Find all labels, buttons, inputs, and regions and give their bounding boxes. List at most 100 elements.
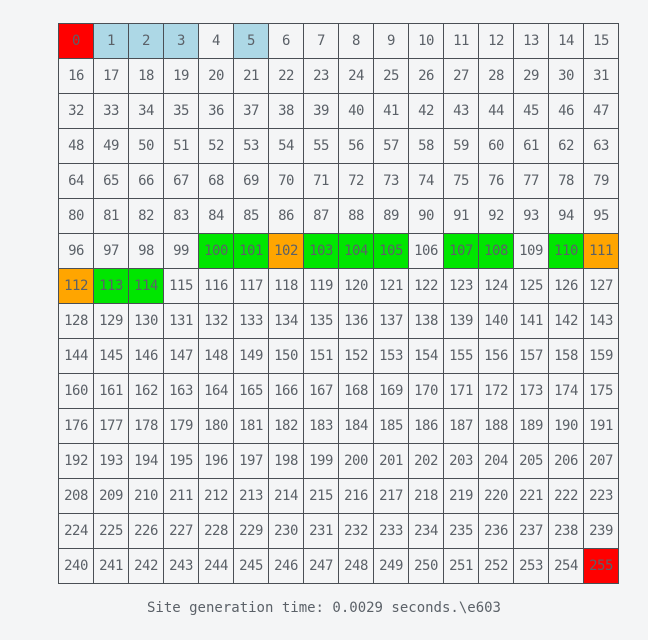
grid-cell[interactable]: 181 [234, 409, 269, 444]
grid-cell[interactable]: 106 [409, 234, 444, 269]
grid-cell[interactable]: 83 [164, 199, 199, 234]
grid-cell[interactable]: 20 [199, 59, 234, 94]
grid-cell[interactable]: 29 [514, 59, 549, 94]
grid-cell[interactable]: 227 [164, 514, 199, 549]
grid-cell[interactable]: 59 [444, 129, 479, 164]
grid-cell[interactable]: 230 [269, 514, 304, 549]
grid-cell[interactable]: 175 [584, 374, 619, 409]
grid-cell[interactable]: 142 [549, 304, 584, 339]
grid-cell[interactable]: 129 [94, 304, 129, 339]
grid-cell[interactable]: 167 [304, 374, 339, 409]
grid-cell[interactable]: 140 [479, 304, 514, 339]
grid-cell[interactable]: 122 [409, 269, 444, 304]
grid-cell[interactable]: 128 [59, 304, 94, 339]
grid-cell[interactable]: 242 [129, 549, 164, 584]
grid-cell[interactable]: 127 [584, 269, 619, 304]
grid-cell[interactable]: 87 [304, 199, 339, 234]
grid-cell[interactable]: 150 [269, 339, 304, 374]
grid-cell[interactable]: 115 [164, 269, 199, 304]
grid-cell[interactable]: 163 [164, 374, 199, 409]
grid-cell[interactable]: 92 [479, 199, 514, 234]
grid-cell[interactable]: 65 [94, 164, 129, 199]
grid-cell[interactable]: 213 [234, 479, 269, 514]
grid-cell[interactable]: 170 [409, 374, 444, 409]
grid-cell[interactable]: 16 [59, 59, 94, 94]
grid-cell[interactable]: 85 [234, 199, 269, 234]
grid-cell[interactable]: 63 [584, 129, 619, 164]
grid-cell[interactable]: 96 [59, 234, 94, 269]
grid-cell[interactable]: 220 [479, 479, 514, 514]
grid-cell[interactable]: 255 [584, 549, 619, 584]
grid-cell[interactable]: 38 [269, 94, 304, 129]
grid-cell[interactable]: 104 [339, 234, 374, 269]
grid-cell[interactable]: 50 [129, 129, 164, 164]
grid-cell[interactable]: 202 [409, 444, 444, 479]
grid-cell[interactable]: 11 [444, 24, 479, 59]
grid-cell[interactable]: 72 [339, 164, 374, 199]
grid-cell[interactable]: 201 [374, 444, 409, 479]
grid-cell[interactable]: 100 [199, 234, 234, 269]
grid-cell[interactable]: 116 [199, 269, 234, 304]
grid-cell[interactable]: 101 [234, 234, 269, 269]
grid-cell[interactable]: 147 [164, 339, 199, 374]
grid-cell[interactable]: 166 [269, 374, 304, 409]
grid-cell[interactable]: 174 [549, 374, 584, 409]
grid-cell[interactable]: 218 [409, 479, 444, 514]
grid-cell[interactable]: 155 [444, 339, 479, 374]
grid-cell[interactable]: 99 [164, 234, 199, 269]
grid-cell[interactable]: 79 [584, 164, 619, 199]
grid-cell[interactable]: 152 [339, 339, 374, 374]
grid-cell[interactable]: 197 [234, 444, 269, 479]
grid-cell[interactable]: 215 [304, 479, 339, 514]
grid-cell[interactable]: 82 [129, 199, 164, 234]
grid-cell[interactable]: 141 [514, 304, 549, 339]
grid-cell[interactable]: 226 [129, 514, 164, 549]
grid-cell[interactable]: 134 [269, 304, 304, 339]
grid-cell[interactable]: 229 [234, 514, 269, 549]
grid-cell[interactable]: 48 [59, 129, 94, 164]
grid-cell[interactable]: 108 [479, 234, 514, 269]
grid-cell[interactable]: 232 [339, 514, 374, 549]
grid-cell[interactable]: 154 [409, 339, 444, 374]
grid-cell[interactable]: 40 [339, 94, 374, 129]
grid-cell[interactable]: 189 [514, 409, 549, 444]
grid-cell[interactable]: 46 [549, 94, 584, 129]
grid-cell[interactable]: 208 [59, 479, 94, 514]
grid-cell[interactable]: 60 [479, 129, 514, 164]
grid-cell[interactable]: 198 [269, 444, 304, 479]
grid-cell[interactable]: 94 [549, 199, 584, 234]
grid-cell[interactable]: 44 [479, 94, 514, 129]
grid-cell[interactable]: 158 [549, 339, 584, 374]
grid-cell[interactable]: 238 [549, 514, 584, 549]
grid-cell[interactable]: 247 [304, 549, 339, 584]
grid-cell[interactable]: 146 [129, 339, 164, 374]
grid-cell[interactable]: 236 [479, 514, 514, 549]
grid-cell[interactable]: 22 [269, 59, 304, 94]
grid-cell[interactable]: 157 [514, 339, 549, 374]
grid-cell[interactable]: 61 [514, 129, 549, 164]
grid-cell[interactable]: 149 [234, 339, 269, 374]
grid-cell[interactable]: 98 [129, 234, 164, 269]
grid-cell[interactable]: 145 [94, 339, 129, 374]
grid-cell[interactable]: 187 [444, 409, 479, 444]
grid-cell[interactable]: 35 [164, 94, 199, 129]
grid-cell[interactable]: 133 [234, 304, 269, 339]
grid-cell[interactable]: 143 [584, 304, 619, 339]
grid-cell[interactable]: 200 [339, 444, 374, 479]
grid-cell[interactable]: 253 [514, 549, 549, 584]
grid-cell[interactable]: 249 [374, 549, 409, 584]
grid-cell[interactable]: 102 [269, 234, 304, 269]
grid-cell[interactable]: 81 [94, 199, 129, 234]
grid-cell[interactable]: 148 [199, 339, 234, 374]
grid-cell[interactable]: 182 [269, 409, 304, 444]
grid-cell[interactable]: 53 [234, 129, 269, 164]
grid-cell[interactable]: 111 [584, 234, 619, 269]
grid-cell[interactable]: 126 [549, 269, 584, 304]
grid-cell[interactable]: 88 [339, 199, 374, 234]
grid-cell[interactable]: 90 [409, 199, 444, 234]
grid-cell[interactable]: 47 [584, 94, 619, 129]
grid-cell[interactable]: 252 [479, 549, 514, 584]
grid-cell[interactable]: 212 [199, 479, 234, 514]
grid-cell[interactable]: 58 [409, 129, 444, 164]
grid-cell[interactable]: 119 [304, 269, 339, 304]
